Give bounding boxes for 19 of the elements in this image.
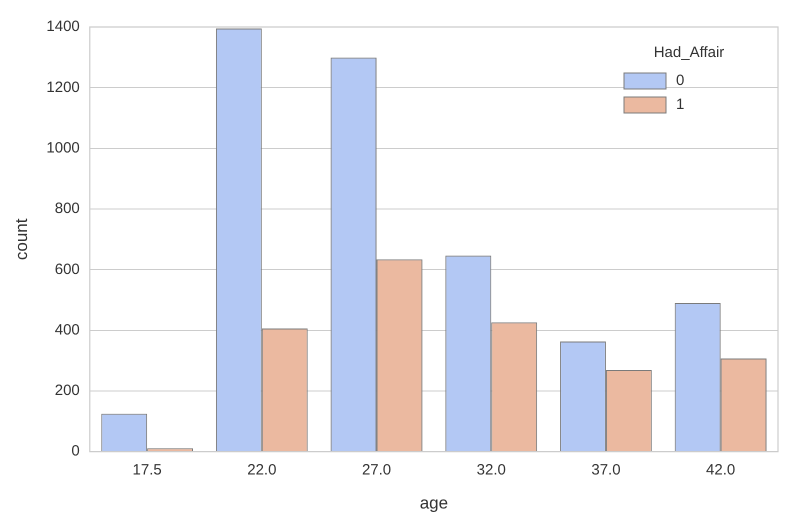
legend-title: Had_Affair <box>654 44 724 62</box>
y-tick-label: 1400 <box>46 18 80 36</box>
x-tick-label: 22.0 <box>247 462 276 479</box>
x-tick-label: 32.0 <box>476 462 506 479</box>
x-axis-title: age <box>420 493 448 512</box>
y-tick-label: 400 <box>54 321 80 338</box>
x-tick-label: 27.0 <box>362 462 392 479</box>
y-axis-title: count <box>12 218 31 260</box>
y-tick-label: 800 <box>54 200 80 218</box>
y-tick-label: 0 <box>71 442 80 460</box>
x-tick-label: 42.0 <box>706 462 736 479</box>
y-tick-label: 1000 <box>46 139 80 156</box>
y-tick-label: 600 <box>54 260 80 278</box>
x-tick-label: 17.5 <box>132 462 162 479</box>
y-tick-label: 200 <box>54 382 80 400</box>
x-tick-label: 37.0 <box>591 462 621 479</box>
legend-label: 1 <box>676 96 684 114</box>
y-tick-label: 1200 <box>46 78 80 96</box>
legend-label: 0 <box>676 72 684 90</box>
